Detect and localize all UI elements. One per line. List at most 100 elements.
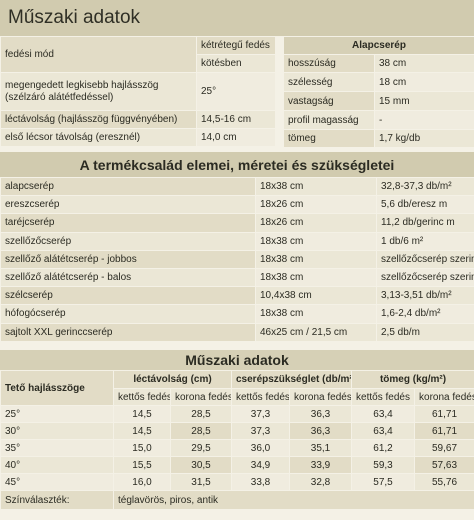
specs-row: 30° 14,5 28,5 37,3 36,3 63,4 61,71 [0, 422, 474, 440]
specs-value: 31,5 [170, 473, 232, 491]
specs-table: Tető hajlásszöge léctávolság (cm) cserép… [0, 370, 474, 510]
specs-value: 57,63 [414, 456, 474, 474]
family-need: 1,6-2,4 db/m² [376, 304, 474, 324]
col-angle-header: Tető hajlásszöge [0, 370, 114, 406]
tech-row-label: léctávolság (hajlásszög függvényében) [0, 110, 197, 129]
family-need: 5,6 db/eresz m [376, 195, 474, 215]
sub-header: korona fedés [288, 388, 353, 406]
specs-title: Műszaki adatok [0, 350, 474, 370]
tech-row-label: első lécsor távolság (eresznél) [0, 128, 197, 147]
tech-row-label: megengedett legkisebb hajlásszög (szélzá… [0, 72, 197, 111]
family-name: sajtolt XXL gerinccserép [0, 322, 256, 342]
specs-angle: 45° [0, 473, 114, 491]
sub-header: korona fedés [414, 388, 474, 406]
dim-value: 15 mm [373, 91, 474, 111]
color-value: téglavörös, piros, antik [112, 490, 474, 510]
specs-value: 28,5 [170, 405, 232, 423]
specs-value: 30,5 [170, 456, 232, 474]
dim-value: 38 cm [373, 54, 474, 73]
family-size: 18x26 cm [255, 195, 377, 215]
fedesi-value-2: kötésben [196, 54, 276, 73]
specs-value: 14,5 [113, 422, 171, 440]
dim-value: 18 cm [373, 72, 474, 92]
family-size: 10,4x38 cm [255, 286, 377, 306]
family-size: 46x25 cm / 21,5 cm [255, 322, 377, 342]
family-name: szellőző alátétcserép - balos [0, 267, 256, 288]
sub-header: korona fedés [170, 388, 232, 406]
dim-label: hosszúság [283, 54, 375, 73]
family-row: szellőző alátétcserép - balos 18x38 cm sze… [0, 267, 474, 288]
fedesi-label: fedési mód [0, 36, 197, 73]
family-row: taréjcserép 18x26 cm 11,2 db/gerinc m [0, 213, 474, 233]
family-row: szellőző alátétcserép - jobbos 18x38 cm sz… [0, 249, 474, 269]
page-title: Műszaki adatok [0, 0, 474, 36]
family-need: 11,2 db/gerinc m [376, 213, 474, 233]
family-row: sajtolt XXL gerinccserép 46x25 cm / 21,5 … [0, 322, 474, 342]
family-size: 18x38 cm [255, 231, 377, 251]
dim-value: 1,7 kg/db [373, 129, 474, 148]
family-size: 18x38 cm [255, 176, 377, 197]
dim-label: profil magasság [283, 110, 375, 130]
family-size: 18x38 cm [255, 304, 377, 324]
family-need: szellőzőcserép szerint [376, 267, 474, 288]
specs-value: 33,8 [231, 473, 290, 491]
family-name: szellőzőcserép [0, 231, 256, 251]
tech-right-table: Alapcserép hosszúság 38 cm szélesség 18 … [282, 36, 474, 148]
specs-value: 36,3 [288, 405, 353, 423]
sub-header: kettős fedés [231, 388, 290, 406]
specs-value: 61,71 [414, 405, 474, 423]
specs-value: 36,0 [231, 439, 290, 457]
specs-value: 55,76 [414, 473, 474, 491]
specs-value: 15,0 [113, 439, 171, 457]
family-need: 3,13-3,51 db/m² [376, 286, 474, 306]
specs-value: 37,3 [231, 405, 290, 423]
specs-value: 59,3 [351, 456, 416, 474]
specs-value: 33,9 [288, 456, 353, 474]
specs-value: 32,8 [288, 473, 353, 491]
family-title: A termékcsalád elemei, méretei és szüksé… [0, 152, 474, 177]
family-row: hófogócserép 18x38 cm 1,6-2,4 db/m² [0, 304, 474, 324]
family-row: alapcserép 18x38 cm 32,8-37,3 db/m² [0, 176, 474, 197]
family-size: 18x38 cm [255, 267, 377, 288]
family-need: 32,8-37,3 db/m² [376, 176, 474, 197]
dim-label: tömeg [283, 129, 375, 148]
dim-label: szélesség [283, 72, 375, 92]
specs-row: 25° 14,5 28,5 37,3 36,3 63,4 61,71 [0, 405, 474, 423]
specs-value: 34,9 [231, 456, 290, 474]
sub-header: kettős fedés [113, 388, 171, 406]
col-mass-header: tömeg (kg/m²) [351, 370, 474, 389]
family-need: 2,5 db/m [376, 322, 474, 342]
specs-value: 16,0 [113, 473, 171, 491]
specs-value: 59,67 [414, 439, 474, 457]
tech-row-value: 25° [196, 72, 276, 111]
specs-value: 63,4 [351, 405, 416, 423]
specs-row: 40° 15,5 30,5 34,9 33,9 59,3 57,63 [0, 456, 474, 474]
family-row: szélcserép 10,4x38 cm 3,13-3,51 db/m² [0, 286, 474, 306]
tech-row-value: 14,5-16 cm [196, 110, 276, 129]
specs-angle: 40° [0, 456, 114, 474]
specs-value: 63,4 [351, 422, 416, 440]
specs-value: 37,3 [231, 422, 290, 440]
family-name: taréjcserép [0, 213, 256, 233]
family-table: alapcserép 18x38 cm 32,8-37,3 db/m² ereszcs… [0, 176, 474, 342]
family-name: szélcserép [0, 286, 256, 306]
specs-value: 61,71 [414, 422, 474, 440]
specs-value: 61,2 [351, 439, 416, 457]
specs-value: 28,5 [170, 422, 232, 440]
specs-value: 14,5 [113, 405, 171, 423]
alapcserep-header: Alapcserép [282, 36, 474, 55]
specs-value: 35,1 [288, 439, 353, 457]
family-name: alapcserép [0, 176, 256, 197]
specs-row: 35° 15,0 29,5 36,0 35,1 61,2 59,67 [0, 439, 474, 457]
tech-left-table: fedési mód kétrétegű fedés kötésben mege… [0, 36, 276, 147]
specs-row: 45° 16,0 31,5 33,8 32,8 57,5 55,76 [0, 473, 474, 491]
family-need: 1 db/6 m² [376, 231, 474, 251]
specs-angle: 25° [0, 405, 114, 423]
specs-value: 57,5 [351, 473, 416, 491]
specs-value: 15,5 [113, 456, 171, 474]
specs-value: 36,3 [288, 422, 353, 440]
specs-angle: 35° [0, 439, 114, 457]
color-label: Színválaszték: [0, 490, 114, 510]
col-need-header: cserépszükséglet (db/m²) [230, 370, 353, 389]
family-name: szellőző alátétcserép - jobbos [0, 249, 256, 269]
